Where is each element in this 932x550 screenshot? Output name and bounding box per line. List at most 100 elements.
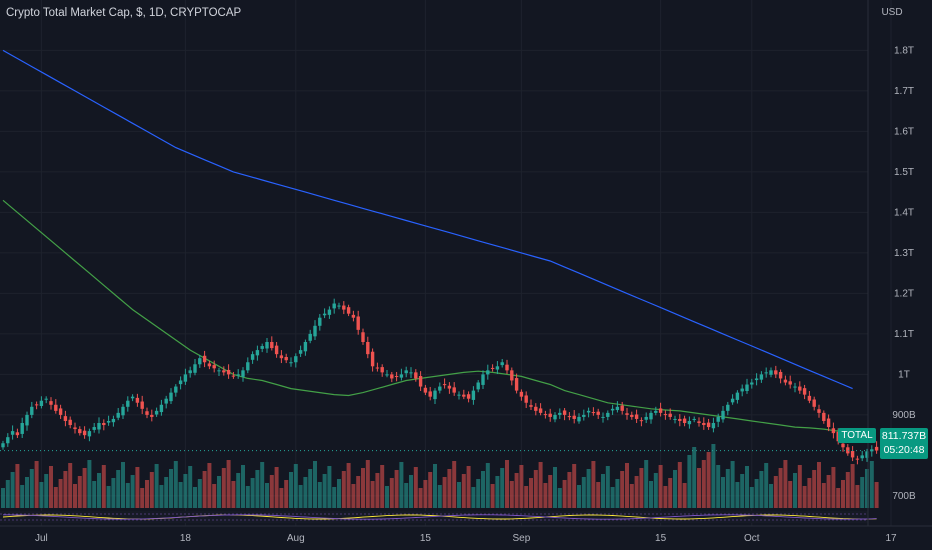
candle-body	[481, 374, 485, 385]
candle-body	[586, 410, 591, 413]
candle-body	[97, 423, 101, 430]
candle-body	[58, 408, 63, 415]
candle-body	[697, 421, 701, 423]
candle-body	[159, 404, 164, 413]
volume-bar	[5, 480, 10, 508]
volume-bar	[778, 468, 783, 508]
volume-bar	[389, 478, 394, 508]
candle-body	[231, 375, 236, 377]
candle-body	[711, 423, 716, 429]
volume-bar	[865, 469, 869, 508]
candle-body	[735, 392, 740, 400]
candle-body	[102, 423, 106, 426]
volume-bar	[745, 466, 749, 508]
chart-grid	[0, 0, 892, 526]
volume-bar	[298, 485, 303, 508]
volume-bar	[404, 483, 409, 508]
volume-bar	[279, 488, 284, 508]
candle-body	[279, 355, 284, 359]
volume-bar	[394, 470, 399, 508]
volume-bar	[265, 483, 269, 508]
volume-bar	[140, 488, 145, 508]
volume-bar	[20, 485, 25, 508]
oscillator-panel	[0, 511, 868, 523]
y-tick-label: 1T	[898, 369, 910, 380]
candle-body	[193, 364, 197, 373]
volume-bar	[874, 482, 879, 508]
candle-body	[855, 458, 860, 460]
x-tick-label: 15	[655, 533, 667, 544]
candle-body	[457, 394, 461, 396]
candle-body	[342, 305, 346, 310]
candle-body	[380, 367, 384, 373]
volume-bar	[212, 484, 217, 508]
x-tick-label: 17	[885, 533, 897, 544]
candle-body	[370, 351, 375, 367]
volume-bar	[807, 478, 812, 508]
candle-body	[630, 414, 634, 417]
volume-bar	[289, 472, 293, 508]
volume-bar	[341, 471, 346, 508]
candle-body	[471, 390, 476, 400]
volume-bar	[1, 488, 5, 508]
y-tick-label: 1.3T	[894, 248, 914, 259]
volume-bar	[332, 487, 337, 508]
volume-bar	[250, 478, 255, 508]
volume-bar	[53, 487, 58, 508]
volume-bar	[226, 460, 231, 508]
volume-bar	[63, 471, 68, 508]
volume-bar	[817, 462, 821, 508]
candle-body	[428, 391, 432, 397]
volume-bar	[500, 468, 505, 508]
candle-body	[745, 384, 749, 392]
candle-body	[140, 401, 144, 409]
candle-body	[802, 388, 807, 395]
y-tick-label: 1.6T	[894, 126, 914, 137]
candle-body	[673, 418, 677, 420]
volume-bar	[92, 481, 97, 508]
candle-body	[783, 379, 788, 383]
candle-body	[178, 380, 183, 385]
candle-body	[1, 443, 5, 448]
candle-body	[543, 414, 548, 416]
oscillator-line-2	[3, 514, 877, 520]
candle-body	[6, 437, 10, 444]
candle-body	[255, 350, 260, 356]
volume-bar	[202, 471, 207, 508]
volume-bar	[437, 485, 442, 508]
volume-bar	[409, 475, 413, 508]
volume-bar	[49, 466, 53, 508]
volume-bar	[327, 466, 332, 508]
candle-body	[274, 345, 279, 355]
volume-bar	[764, 463, 769, 508]
candle-body	[54, 404, 58, 411]
volume-bar	[514, 473, 519, 508]
volume-bar	[812, 470, 817, 508]
volume-bar	[548, 475, 553, 508]
volume-bar	[668, 478, 673, 508]
candle-body	[130, 396, 135, 399]
time-axis[interactable]: Jul18Aug15Sep15Oct17Nov15Dec	[0, 525, 932, 544]
candle-body	[447, 385, 452, 389]
candle-body	[625, 413, 629, 415]
volume-bar	[586, 469, 591, 508]
candle-body	[730, 398, 735, 403]
volume-bar	[557, 488, 562, 508]
volume-bar	[34, 461, 39, 508]
candle-body	[63, 416, 68, 421]
volume-bar	[274, 467, 279, 508]
y-tick-label: 700B	[892, 491, 916, 502]
candle-body	[298, 350, 303, 354]
volume-bar	[293, 464, 298, 508]
volume-bar	[841, 480, 845, 508]
candle-body	[548, 413, 552, 417]
x-tick-label: Jul	[35, 533, 48, 544]
volume-bar	[663, 486, 668, 508]
volume-bar	[322, 474, 327, 508]
volume-bar	[169, 469, 173, 508]
price-axis[interactable]: 1.8T 1.7T 1.6T 1.5T 1.4T 1.3T 1.2T 1.1T 1T 900B 70…	[867, 0, 916, 526]
volume-bar	[457, 482, 461, 508]
volume-bar	[802, 486, 807, 508]
candle-body	[78, 429, 82, 434]
